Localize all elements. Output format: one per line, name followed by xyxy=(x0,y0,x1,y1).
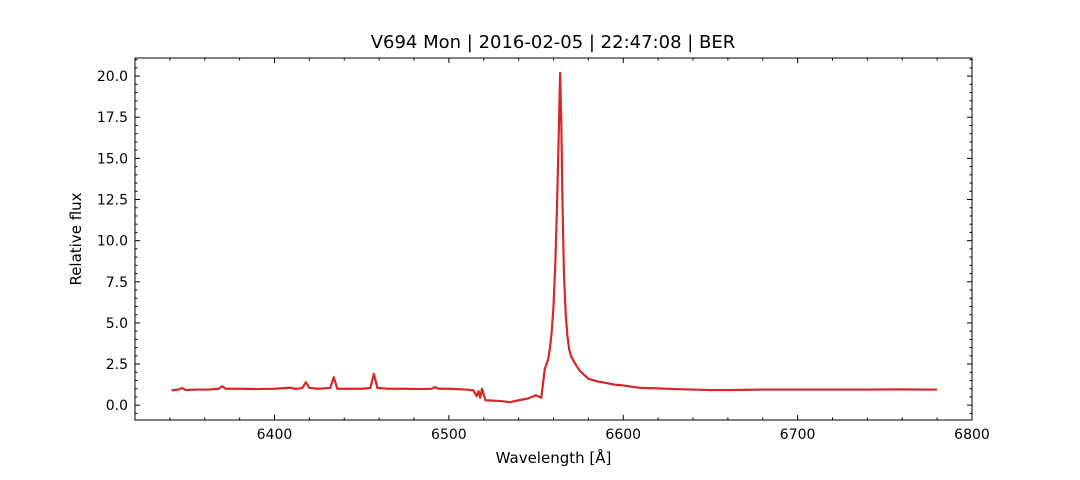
series-layer xyxy=(171,71,938,404)
x-axis-label: Wavelength [Å] xyxy=(496,448,612,467)
spectrum-line-0 xyxy=(171,71,938,404)
x-tick-label: 6800 xyxy=(954,427,990,443)
x-tick-label: 6700 xyxy=(780,427,816,443)
y-tick-label: 2.5 xyxy=(106,357,128,373)
x-tick-label: 6500 xyxy=(431,427,467,443)
y-tick-label: 20.0 xyxy=(97,69,128,85)
x-axis-ticks: 6400 6500 6600 6700 6800 xyxy=(134,58,990,443)
y-tick-label: 0.0 xyxy=(106,398,128,414)
x-tick-label: 6600 xyxy=(605,427,641,443)
chart-title: V694 Mon | 2016-02-05 | 22:47:08 | BER xyxy=(371,32,736,53)
x-tick-label: 6400 xyxy=(257,427,293,443)
y-tick-label: 12.5 xyxy=(97,193,128,209)
y-axis-ticks: 0.0 2.5 5.0 7.5 10.0 12.5 15.0 17.5 20.0 xyxy=(97,59,972,414)
plot-frame xyxy=(134,57,973,421)
y-tick-label: 15.0 xyxy=(97,151,128,167)
y-tick-label: 10.0 xyxy=(97,234,128,250)
y-tick-label: 5.0 xyxy=(106,316,128,332)
y-axis-label: Relative flux xyxy=(67,192,85,285)
y-tick-label: 17.5 xyxy=(97,110,128,126)
y-tick-label: 7.5 xyxy=(106,275,128,291)
